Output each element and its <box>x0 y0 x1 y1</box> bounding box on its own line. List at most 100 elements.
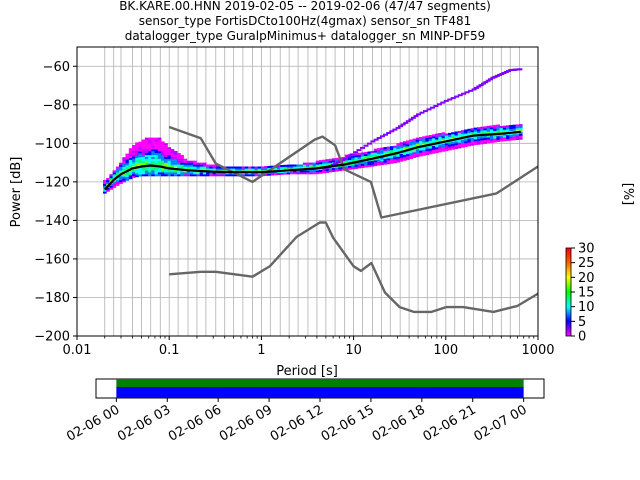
heatmap-cell <box>406 144 410 147</box>
heatmap-cell <box>135 152 139 155</box>
heatmap-cell <box>383 149 388 152</box>
heatmap-outlier-cell <box>419 111 425 114</box>
heatmap-cell <box>267 167 271 170</box>
heatmap-cell <box>473 137 478 140</box>
heatmap-cell <box>319 162 323 165</box>
heatmap-cell <box>399 155 404 158</box>
heatmap-cell <box>135 159 139 162</box>
heatmap-outlier-cell <box>481 82 486 85</box>
heatmap-cell <box>180 174 184 177</box>
heatmap-cell <box>170 174 175 177</box>
heatmap-cell <box>154 174 159 177</box>
heatmap-cell <box>412 138 417 141</box>
heatmap-cell <box>135 153 139 156</box>
colorbar-tick-label: 5 <box>578 315 586 330</box>
heatmap-cell <box>128 163 133 166</box>
heatmap-outlier-cell <box>392 128 398 131</box>
heatmap-cell <box>451 141 455 144</box>
heatmap-cell <box>483 128 488 131</box>
heatmap-cell <box>428 136 433 139</box>
heatmap-cell <box>115 174 120 177</box>
heatmap-cell <box>325 168 330 171</box>
heatmap-cell <box>431 147 436 150</box>
heatmap-cell <box>515 128 520 131</box>
heatmap-outlier-cell <box>373 138 379 141</box>
heatmap-cell <box>480 140 484 143</box>
heatmap-cell <box>464 129 468 132</box>
heatmap-cell <box>377 150 381 153</box>
heatmap-cell <box>167 149 172 152</box>
heatmap-cell <box>290 166 294 169</box>
heatmap-cell <box>180 156 184 159</box>
heatmap-cell <box>183 172 188 175</box>
heatmap-cell <box>167 151 172 154</box>
heatmap-cell <box>157 172 162 175</box>
heatmap-cell <box>222 174 226 177</box>
heatmap-cell <box>138 174 142 177</box>
heatmap-outlier-cell <box>485 79 491 82</box>
heatmap-outlier-cell <box>440 101 446 104</box>
heatmap-cell <box>144 145 149 148</box>
heatmap-cell <box>315 172 320 175</box>
heatmap-cell <box>119 170 123 173</box>
heatmap-cell <box>444 147 449 150</box>
coverage-tick-label: 02-06 00 <box>64 402 122 444</box>
heatmap-cell <box>103 191 107 194</box>
heatmap-cell <box>390 146 394 149</box>
heatmap-cell <box>173 154 178 157</box>
heatmap-cell <box>148 147 152 150</box>
y-tick-label: −180 <box>34 291 70 306</box>
heatmap-cell <box>148 162 152 165</box>
heatmap-outlier-cell <box>488 78 493 81</box>
heatmap-cell <box>380 147 384 150</box>
heatmap-cell <box>386 162 391 165</box>
heatmap-cell <box>373 148 378 151</box>
heatmap-cell <box>141 151 146 154</box>
heatmap-cell <box>322 171 326 174</box>
heatmap-cell <box>103 189 107 192</box>
heatmap-cell <box>438 150 442 153</box>
heatmap-cell <box>415 149 420 152</box>
heatmap-cell <box>344 166 349 169</box>
heatmap-cell <box>328 158 333 161</box>
heatmap-cell <box>470 143 475 146</box>
heatmap-cell <box>367 161 371 164</box>
heatmap-cell <box>144 149 149 152</box>
heatmap-cell <box>402 154 407 157</box>
heatmap-cell <box>406 157 410 160</box>
heatmap-cell <box>103 179 107 182</box>
heatmap-cell <box>125 176 130 179</box>
x-tick-label: 1 <box>257 343 265 358</box>
heatmap-outlier-cell <box>426 108 432 111</box>
heatmap-cell <box>493 126 497 129</box>
heatmap-cell <box>238 168 242 171</box>
heatmap-cell <box>257 174 262 177</box>
heatmap-cell <box>106 180 110 183</box>
heatmap-cell <box>319 171 323 174</box>
heatmap-cell <box>360 152 365 155</box>
heatmap-cell <box>422 151 426 154</box>
heatmap-cell <box>360 156 365 159</box>
heatmap-cell <box>402 147 407 150</box>
heatmap-cell <box>180 166 184 169</box>
heatmap-cell <box>438 148 442 151</box>
heatmap-cell <box>509 136 513 139</box>
heatmap-cell <box>151 172 155 175</box>
coverage-tick-label: 02-06 09 <box>217 402 275 444</box>
heatmap-cell <box>154 154 159 157</box>
heatmap-cell <box>202 168 207 171</box>
heatmap-cell <box>341 160 346 163</box>
heatmap-outlier-cell <box>436 103 442 106</box>
heatmap-cell <box>148 174 152 177</box>
heatmap-cell <box>409 145 413 148</box>
heatmap-cell <box>141 162 146 165</box>
heatmap-cell <box>348 160 352 163</box>
heatmap-outlier-cell <box>323 167 329 170</box>
coverage-tick-label: 02-06 18 <box>370 402 428 444</box>
heatmap-cell <box>122 180 126 183</box>
heatmap-cell <box>122 157 126 160</box>
heatmap-outlier-cell <box>389 130 395 133</box>
heatmap-cell <box>428 150 433 153</box>
heatmap-cell <box>119 166 123 169</box>
heatmap-cell <box>180 162 184 165</box>
